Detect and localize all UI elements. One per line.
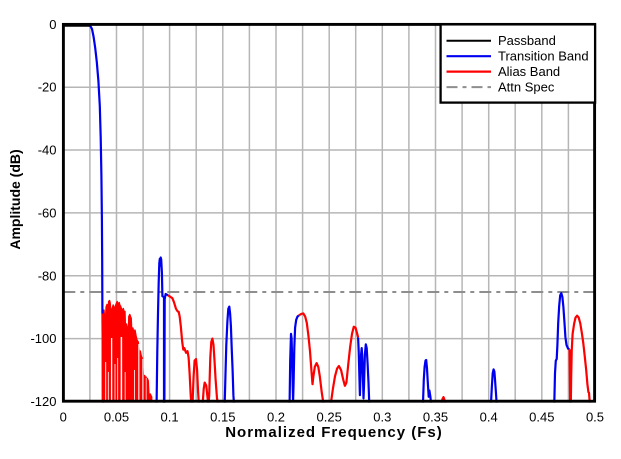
svg-text:Passband: Passband bbox=[498, 33, 556, 48]
svg-text:0.25: 0.25 bbox=[317, 410, 342, 425]
svg-text:Amplitude (dB): Amplitude (dB) bbox=[7, 149, 23, 249]
svg-text:Alias Band: Alias Band bbox=[498, 64, 560, 79]
svg-text:0: 0 bbox=[60, 410, 67, 425]
svg-text:0.4: 0.4 bbox=[480, 410, 498, 425]
svg-text:-80: -80 bbox=[38, 268, 57, 283]
svg-text:0.45: 0.45 bbox=[529, 410, 554, 425]
svg-text:-60: -60 bbox=[38, 205, 57, 220]
svg-text:-40: -40 bbox=[38, 143, 57, 158]
svg-text:-20: -20 bbox=[38, 80, 57, 95]
svg-text:0.15: 0.15 bbox=[210, 410, 235, 425]
svg-text:Attn Spec: Attn Spec bbox=[498, 80, 555, 95]
svg-text:-100: -100 bbox=[30, 331, 56, 346]
svg-text:0: 0 bbox=[49, 17, 56, 32]
svg-text:-120: -120 bbox=[30, 394, 56, 409]
svg-text:0.2: 0.2 bbox=[267, 410, 285, 425]
svg-text:0.5: 0.5 bbox=[586, 410, 604, 425]
svg-text:0.35: 0.35 bbox=[423, 410, 448, 425]
svg-text:Transition Band: Transition Band bbox=[498, 49, 589, 64]
svg-text:0.1: 0.1 bbox=[161, 410, 179, 425]
svg-text:Normalized Frequency (Fs): Normalized Frequency (Fs) bbox=[225, 424, 443, 441]
svg-text:0.3: 0.3 bbox=[373, 410, 391, 425]
svg-text:0.05: 0.05 bbox=[104, 410, 129, 425]
